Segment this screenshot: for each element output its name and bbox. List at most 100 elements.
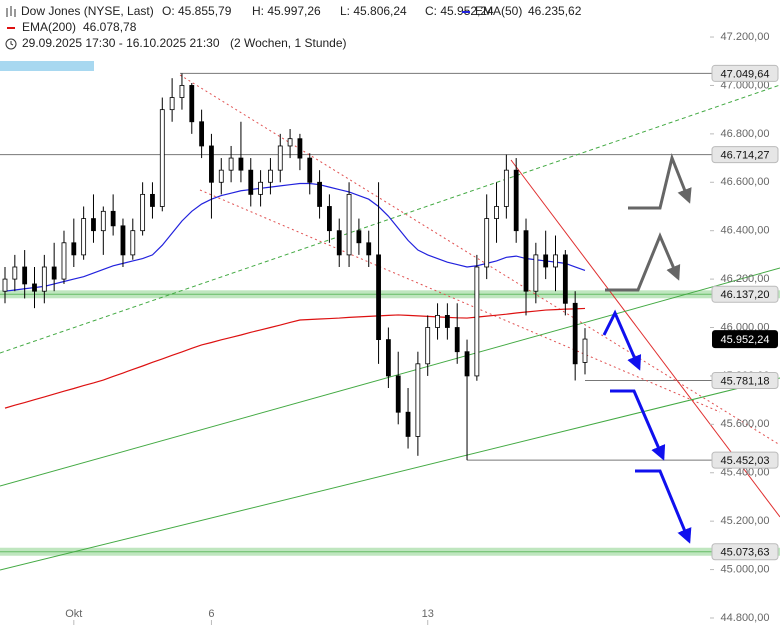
candle-body <box>454 327 460 353</box>
last-price-box <box>712 330 778 349</box>
y-tick-label: 46.800,00 <box>721 128 770 140</box>
candle-body <box>435 315 440 328</box>
candle-body <box>71 242 77 256</box>
trend-line <box>0 84 780 354</box>
level-label: 47.049,64 <box>721 68 770 80</box>
chart-title: Dow Jones (NYSE, Last) <box>21 4 154 18</box>
price-axis: 44.800,00 45.000,00 45.200,00 45.400,00 45.6… <box>65 31 779 625</box>
candle-body <box>159 109 165 207</box>
candle-body <box>415 363 421 437</box>
level-box <box>711 371 779 389</box>
candle-body <box>169 97 175 111</box>
last-price-label: 45.952,24 <box>721 334 770 346</box>
header-bg <box>0 0 560 54</box>
candle-body <box>327 206 332 232</box>
candle-body <box>32 283 37 292</box>
candle-body <box>425 327 431 365</box>
level-box <box>711 64 779 82</box>
legend-value: 46.078,78 <box>83 20 137 34</box>
candle-body <box>100 210 106 232</box>
level-box <box>711 543 779 561</box>
candle-body <box>494 206 499 219</box>
trend-lines <box>0 74 780 571</box>
candle-body <box>12 266 18 280</box>
candle-body <box>150 193 155 207</box>
ema-line <box>4 182 586 292</box>
level-label: 45.073,63 <box>721 547 770 559</box>
y-tick-label: 45.400,00 <box>721 467 770 479</box>
candle-body <box>385 339 391 377</box>
candle-body <box>91 218 96 232</box>
candle-body <box>268 169 273 183</box>
scenario-arrow <box>635 469 692 544</box>
candle-body <box>523 230 529 292</box>
close-label: C: 45.952,24 <box>425 4 494 18</box>
candle-body <box>346 193 352 256</box>
candle-body <box>543 254 549 268</box>
candle-body <box>61 242 67 280</box>
level-box <box>711 285 779 303</box>
candle-body <box>22 266 28 285</box>
candle-body <box>297 138 303 159</box>
trend-line <box>199 189 721 413</box>
scenario-arrow <box>602 309 642 371</box>
candle-body <box>582 338 588 363</box>
open-label: O: 45.855,79 <box>162 4 232 18</box>
legend-name: EMA(50) <box>475 4 522 18</box>
candle-body <box>405 411 411 437</box>
candle-body <box>464 351 470 377</box>
candle-body <box>41 266 47 292</box>
candle-body <box>179 85 185 98</box>
candle-body <box>228 157 234 171</box>
price-layer <box>2 73 588 461</box>
scenario-arrow <box>610 389 666 461</box>
scenario-arrow <box>605 232 681 292</box>
level-label: 46.714,27 <box>721 150 770 162</box>
y-tick-label: 44.800,00 <box>721 612 770 624</box>
x-tick-label: 13 <box>422 608 434 620</box>
candle-body <box>199 121 205 147</box>
header: Dow Jones (NYSE, Last) O: 45.855,79 H: 4… <box>0 0 582 54</box>
y-tick-label: 47.200,00 <box>721 31 770 43</box>
candle-body <box>356 230 362 244</box>
candle-body <box>218 169 224 183</box>
y-tick-label: 45.600,00 <box>721 418 770 430</box>
y-tick-label: 45.200,00 <box>721 515 770 527</box>
candle-body <box>317 181 322 207</box>
ema-line <box>4 307 586 409</box>
candle-body <box>2 278 8 292</box>
candle-body <box>444 315 450 328</box>
clock-icon <box>5 38 17 50</box>
interval: (2 Wochen, 1 Stunde) <box>230 36 347 50</box>
candle-body <box>366 242 372 256</box>
candle-body <box>513 169 519 232</box>
level-label: 45.452,03 <box>721 455 770 467</box>
candle-body <box>553 254 558 268</box>
candle-body <box>248 169 254 195</box>
candle-body <box>258 181 263 195</box>
y-tick-label: 46.400,00 <box>721 225 770 237</box>
candle-body <box>277 145 283 171</box>
candle-body <box>474 266 480 377</box>
candle-body <box>484 218 490 268</box>
candle-body <box>189 85 195 123</box>
trend-line <box>0 267 780 487</box>
candle-body <box>572 302 578 365</box>
candle-body <box>503 169 509 207</box>
scenario-arrow <box>628 153 692 210</box>
level-label: 45.781,18 <box>721 375 770 387</box>
chart-icon <box>6 6 16 17</box>
candle-body <box>238 157 244 171</box>
candle-body <box>140 193 146 232</box>
low-label: L: 45.806,24 <box>340 4 407 18</box>
legend-value: 46.235,62 <box>528 4 582 18</box>
candle-body <box>376 254 381 341</box>
y-tick-label: 45.000,00 <box>721 563 770 575</box>
trend-line <box>0 377 780 571</box>
candle-body <box>336 230 342 256</box>
high-label: H: 45.997,26 <box>252 4 321 18</box>
annotations <box>0 61 692 544</box>
candle-body <box>533 254 539 292</box>
